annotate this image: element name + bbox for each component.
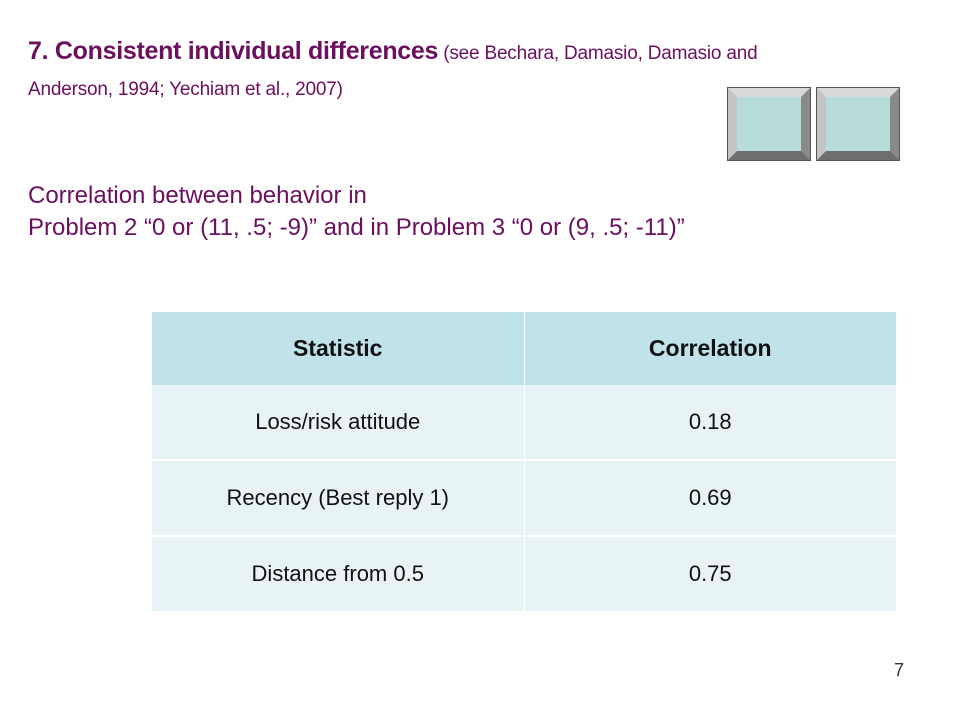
bevel-button-left[interactable]: [727, 87, 811, 161]
subtitle-line2: Problem 2 “0 or (11, .5; -9)” and in Pro…: [28, 214, 685, 241]
correlation-table: Statistic Correlation Loss/risk attitude…: [152, 312, 896, 611]
title-ref-close: ): [336, 79, 343, 100]
title-ref-open: (: [438, 43, 450, 64]
cell-correlation: 0.18: [524, 385, 896, 461]
cell-statistic: Distance from 0.5: [152, 536, 525, 611]
page-number: 7: [893, 660, 904, 680]
title-ref-line1: Bechara, Damasio, Damasio and: [484, 43, 758, 64]
cell-statistic: Recency (Best reply 1): [152, 460, 525, 537]
table-row: Recency (Best reply 1) 0.69: [152, 460, 896, 537]
subtitle: Correlation between behavior in Problem …: [28, 180, 908, 244]
bevel-button-right[interactable]: [816, 87, 900, 161]
subtitle-line1: Correlation between behavior in: [28, 182, 367, 209]
table-row: Loss/risk attitude 0.18: [152, 385, 896, 461]
cell-statistic: Loss/risk attitude: [152, 385, 525, 461]
header-correlation: Correlation: [524, 312, 896, 385]
cell-correlation: 0.69: [524, 460, 896, 537]
cell-correlation: 0.75: [524, 536, 896, 611]
header-statistic: Statistic: [152, 312, 525, 385]
title-ref-line2: Anderson, 1994; Yechiam et al., 2007: [28, 79, 337, 100]
table-row: Distance from 0.5 0.75: [152, 536, 896, 611]
title-ref-see: see: [449, 43, 485, 64]
title-main: 7. Consistent individual differences: [28, 37, 439, 65]
table-header-row: Statistic Correlation: [152, 312, 896, 385]
slide-title: 7. Consistent individual differences (se…: [28, 34, 908, 107]
